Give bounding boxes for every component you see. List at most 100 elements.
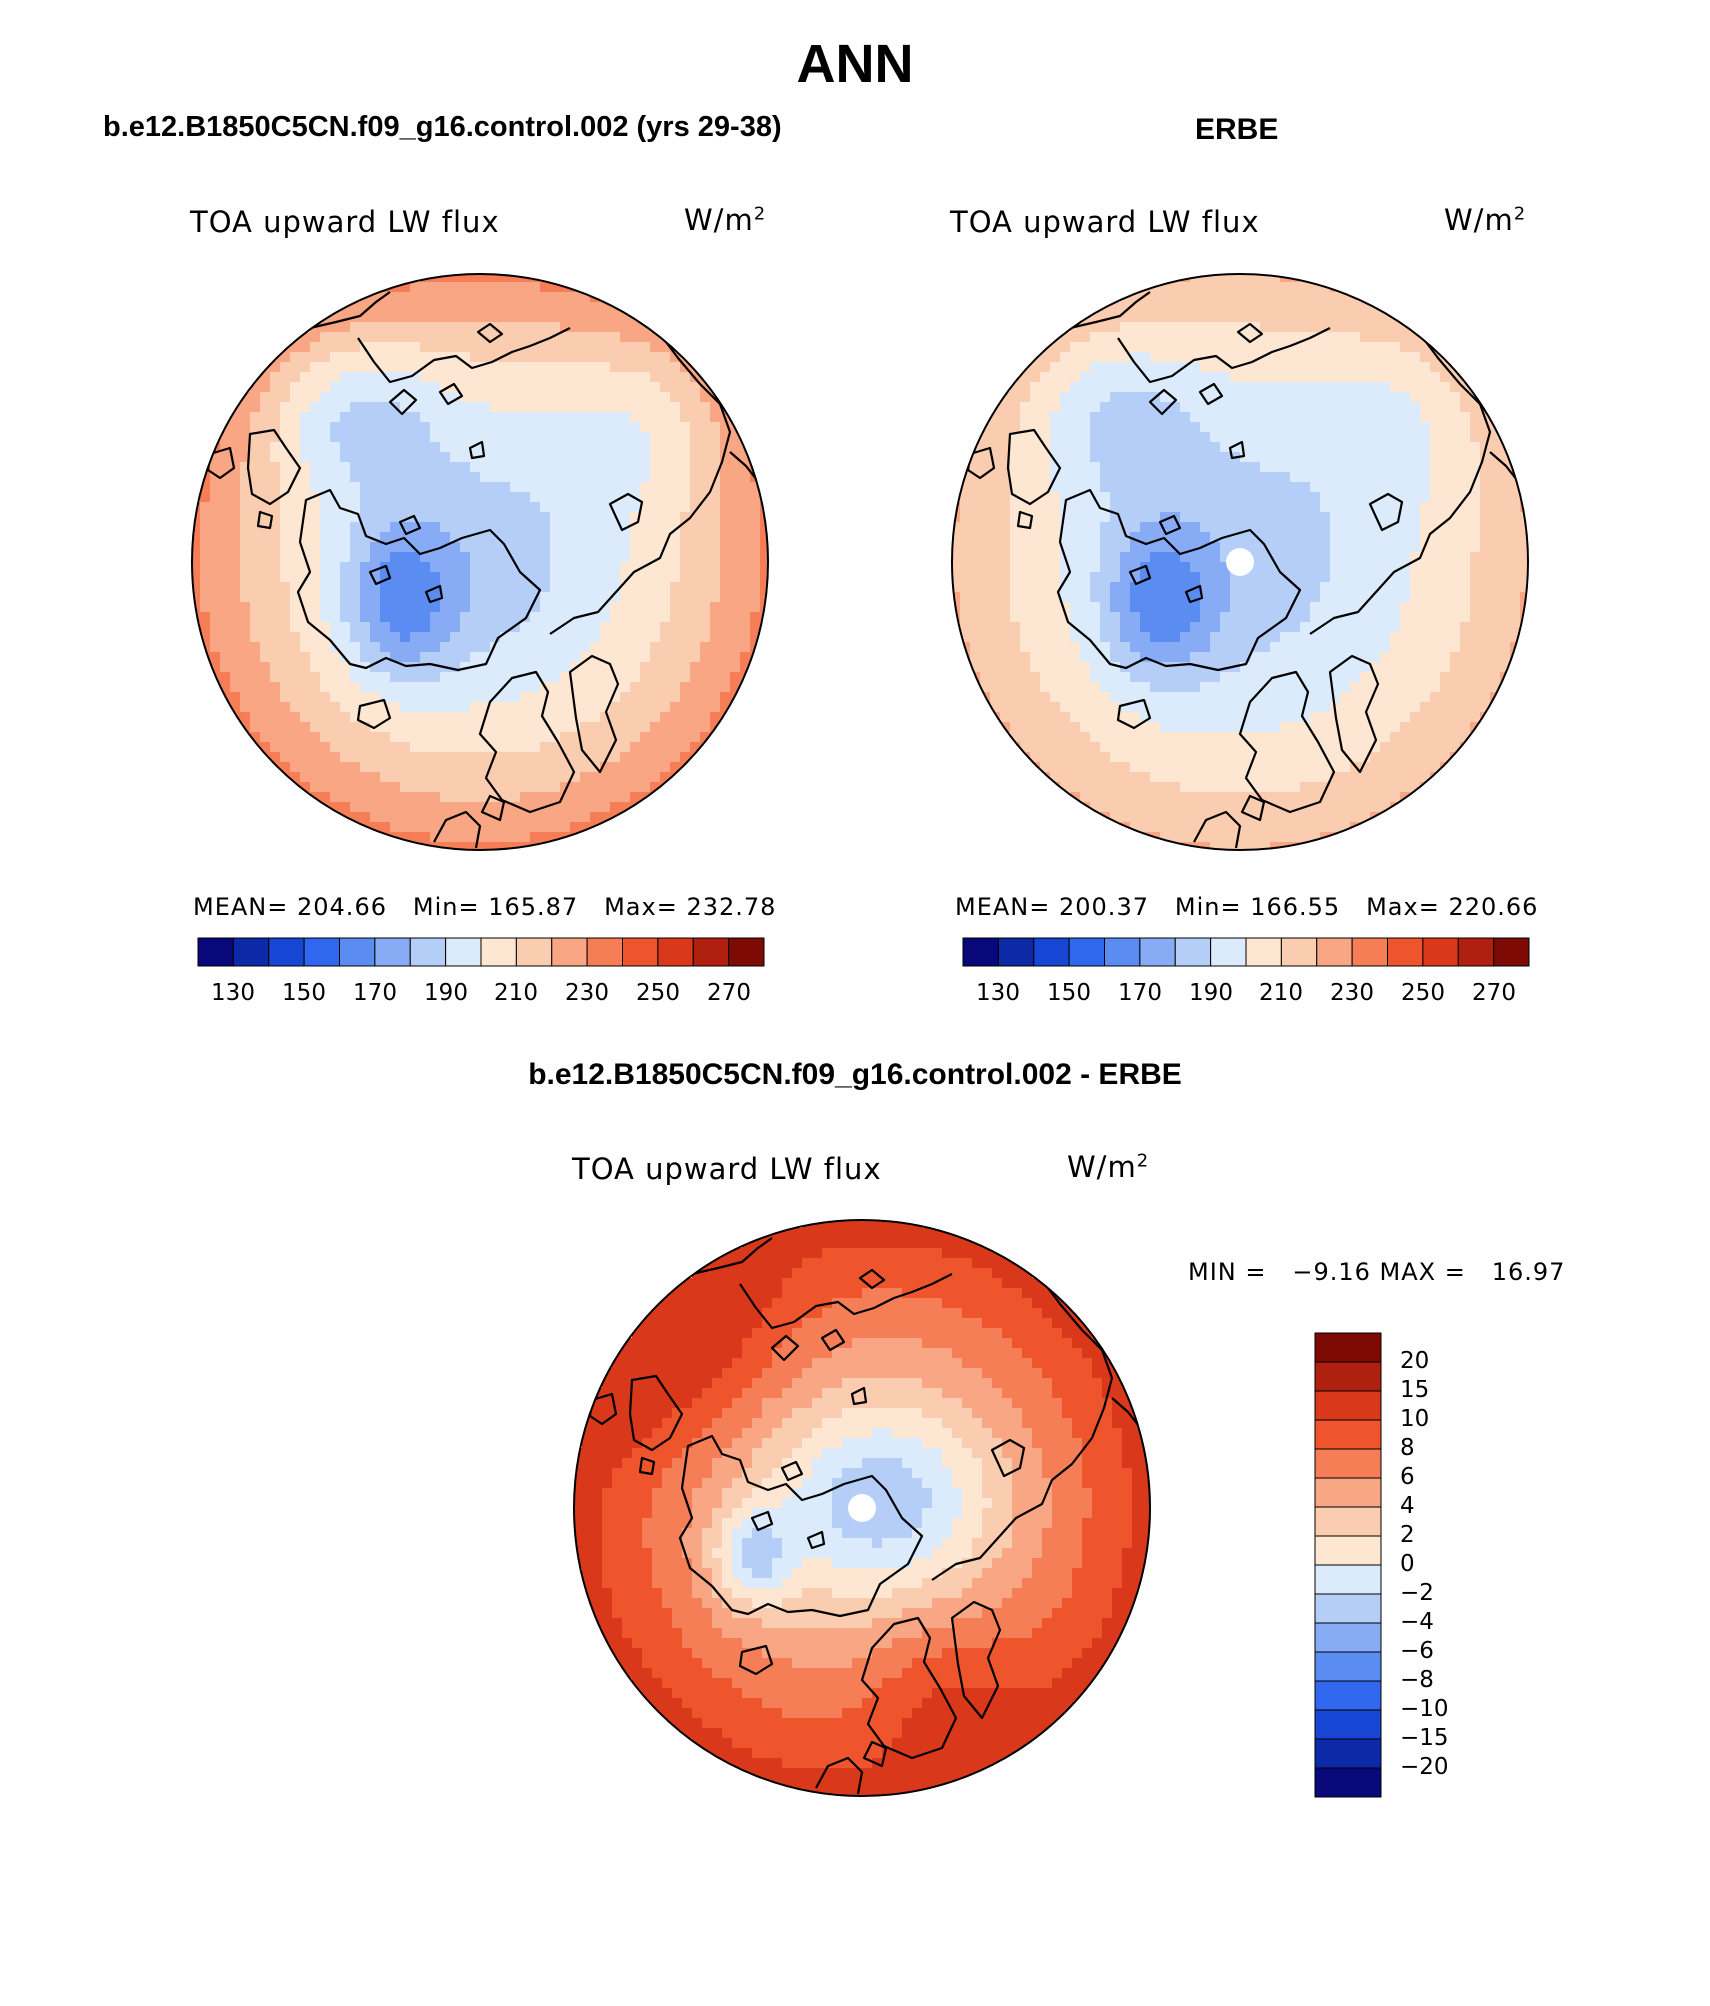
field-cell <box>1420 722 1431 733</box>
field-cell <box>1150 452 1161 463</box>
field-cell <box>1250 702 1261 713</box>
field-cell <box>1260 612 1271 623</box>
field-cell <box>270 672 281 683</box>
field-cell <box>560 322 571 333</box>
field-cell <box>1450 572 1461 583</box>
field-cell <box>1250 652 1261 663</box>
field-cell <box>360 592 371 603</box>
field-cell <box>1080 672 1091 683</box>
field-cell <box>1230 692 1241 703</box>
field-cell <box>1230 282 1241 293</box>
field-cell <box>680 412 691 423</box>
field-cell <box>630 392 641 403</box>
field-cell <box>1410 482 1421 493</box>
field-cell <box>1430 502 1441 513</box>
field-cell <box>380 592 391 603</box>
field-cell <box>250 382 261 393</box>
field-cell <box>1210 492 1221 503</box>
field-cell <box>470 372 481 383</box>
field-cell <box>960 512 971 523</box>
field-cell <box>580 762 591 773</box>
field-cell <box>600 492 611 503</box>
field-cell <box>530 642 541 653</box>
field-cell <box>630 662 641 673</box>
field-cell <box>1270 612 1281 623</box>
field-cell <box>1240 482 1251 493</box>
field-cell <box>630 672 641 683</box>
field-cell <box>1160 532 1171 543</box>
field-cell <box>1120 502 1131 513</box>
field-cell <box>1480 472 1491 483</box>
field-cell <box>440 462 451 473</box>
field-cell <box>1070 692 1081 703</box>
field-cell <box>710 582 721 593</box>
field-cell <box>660 612 671 623</box>
field-cell <box>1210 572 1221 583</box>
field-cell <box>560 372 571 383</box>
field-cell <box>400 542 411 553</box>
field-cell <box>480 552 491 563</box>
field-cell <box>1280 522 1291 533</box>
field-cell <box>500 832 511 843</box>
field-cell <box>660 362 671 373</box>
field-cell <box>1280 312 1291 323</box>
field-cell <box>550 372 561 383</box>
field-cell <box>1190 512 1201 523</box>
field-cell <box>250 522 261 533</box>
field-cell <box>1090 712 1101 723</box>
field-cell <box>710 492 721 503</box>
field-cell <box>520 712 531 723</box>
field-cell <box>1290 402 1301 413</box>
field-cell <box>1120 552 1131 563</box>
field-cell <box>1060 532 1071 543</box>
field-cell <box>690 512 701 523</box>
field-cell <box>470 572 481 583</box>
field-cell <box>1380 432 1391 443</box>
field-cell <box>650 702 661 713</box>
field-cell <box>380 802 391 813</box>
field-cell <box>430 362 441 373</box>
field-cell <box>560 412 571 423</box>
field-cell <box>550 652 561 663</box>
field-cell <box>630 372 641 383</box>
field-cell <box>1110 682 1121 693</box>
field-cell <box>1260 552 1271 563</box>
field-cell <box>280 762 291 773</box>
field-cell <box>530 582 541 593</box>
field-cell <box>1400 712 1411 723</box>
field-cell <box>370 542 381 553</box>
field-cell <box>470 722 481 733</box>
field-cell <box>1120 512 1131 523</box>
field-cell <box>470 412 481 423</box>
field-cell <box>1220 422 1231 433</box>
field-cell <box>1270 392 1281 403</box>
field-cell <box>1480 532 1491 543</box>
field-cell <box>1000 532 1011 543</box>
field-cell <box>1460 622 1471 633</box>
field-cell <box>570 652 581 663</box>
field-cell <box>330 702 341 713</box>
field-cell <box>640 762 651 773</box>
field-cell <box>640 502 651 513</box>
field-cell <box>1320 602 1331 613</box>
field-cell <box>600 452 611 463</box>
field-cell <box>390 302 401 313</box>
field-cell <box>1380 552 1391 563</box>
field-cell <box>280 682 291 693</box>
field-cell <box>260 572 271 583</box>
field-cell <box>1480 612 1491 623</box>
field-cell <box>470 652 481 663</box>
field-cell <box>1190 402 1201 413</box>
field-cell <box>1390 502 1401 513</box>
field-cell <box>1490 632 1501 643</box>
coastline <box>246 428 302 506</box>
field-cell <box>520 512 531 523</box>
field-cell <box>1040 362 1051 373</box>
field-cell <box>1170 342 1181 353</box>
field-cell <box>952 562 961 573</box>
field-cell <box>650 492 661 503</box>
field-cell <box>1280 712 1291 723</box>
field-cell <box>1490 642 1501 653</box>
field-cell <box>1110 512 1121 523</box>
field-cell <box>1170 602 1181 613</box>
